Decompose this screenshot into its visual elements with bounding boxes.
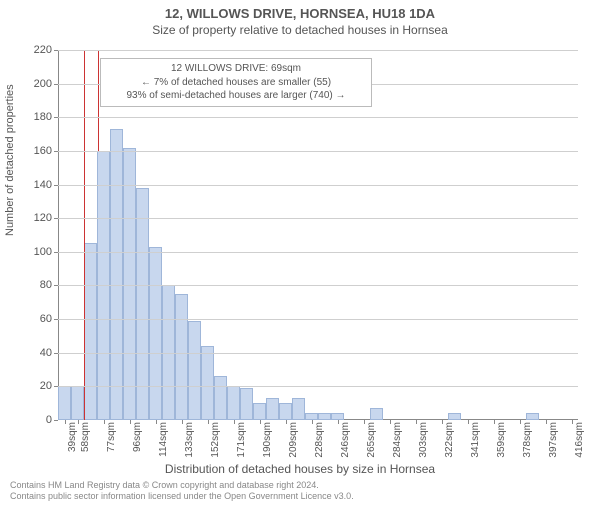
ytick-mark <box>54 84 58 85</box>
histogram-bar <box>331 413 344 420</box>
xtick-mark <box>104 420 105 424</box>
chart-area: 02040608010012014016018020022039sqm58sqm… <box>58 50 578 420</box>
ytick-label: 180 <box>12 111 52 123</box>
xtick-mark <box>494 420 495 424</box>
histogram-bar <box>292 398 305 420</box>
ytick-label: 200 <box>12 78 52 90</box>
ytick-mark <box>54 252 58 253</box>
ytick-mark <box>54 117 58 118</box>
ytick-mark <box>54 353 58 354</box>
ytick-label: 40 <box>12 347 52 359</box>
ytick-mark <box>54 420 58 421</box>
xtick-mark <box>468 420 469 424</box>
annotation-line-1: 12 WILLOWS DRIVE: 69sqm <box>107 62 365 76</box>
page-subtitle: Size of property relative to detached ho… <box>0 23 600 37</box>
page-title: 12, WILLOWS DRIVE, HORNSEA, HU18 1DA <box>0 6 600 21</box>
copyright: Contains HM Land Registry data © Crown c… <box>10 480 354 502</box>
histogram-bar <box>370 408 383 420</box>
xtick-mark <box>390 420 391 424</box>
histogram-bar <box>188 321 201 420</box>
ytick-label: 140 <box>12 179 52 191</box>
xtick-mark <box>130 420 131 424</box>
histogram-bar <box>448 413 461 420</box>
histogram-bar <box>266 398 279 420</box>
histogram-bar <box>136 188 149 420</box>
gridline <box>58 151 578 152</box>
histogram-bar <box>279 403 292 420</box>
histogram-bar <box>253 403 266 420</box>
xtick-mark <box>442 420 443 424</box>
gridline <box>58 218 578 219</box>
gridline <box>58 285 578 286</box>
xtick-mark <box>78 420 79 424</box>
ytick-label: 60 <box>12 313 52 325</box>
xtick-mark <box>338 420 339 424</box>
ytick-mark <box>54 185 58 186</box>
xtick-mark <box>364 420 365 424</box>
histogram-bar <box>318 413 331 420</box>
ytick-label: 160 <box>12 145 52 157</box>
x-axis-label: Distribution of detached houses by size … <box>0 462 600 476</box>
histogram-bar <box>214 376 227 420</box>
ytick-mark <box>54 319 58 320</box>
histogram-bar <box>305 413 318 420</box>
histogram-bar <box>58 386 71 420</box>
ytick-label: 80 <box>12 279 52 291</box>
ytick-mark <box>54 151 58 152</box>
histogram-bar <box>526 413 539 420</box>
gridline <box>58 117 578 118</box>
histogram-bar <box>201 346 214 420</box>
xtick-mark <box>572 420 573 424</box>
xtick-mark <box>234 420 235 424</box>
xtick-mark <box>260 420 261 424</box>
ytick-mark <box>54 50 58 51</box>
xtick-mark <box>416 420 417 424</box>
annotation-box: 12 WILLOWS DRIVE: 69sqm ← 7% of detached… <box>100 58 372 107</box>
copyright-line-1: Contains HM Land Registry data © Crown c… <box>10 480 354 491</box>
histogram-bar <box>149 247 162 420</box>
ytick-mark <box>54 218 58 219</box>
annotation-line-2: ← 7% of detached houses are smaller (55) <box>107 76 365 90</box>
gridline <box>58 185 578 186</box>
xtick-mark <box>312 420 313 424</box>
xtick-mark <box>208 420 209 424</box>
gridline <box>58 353 578 354</box>
xtick-mark <box>286 420 287 424</box>
gridline <box>58 252 578 253</box>
histogram-bar <box>240 388 253 420</box>
histogram-bar <box>227 386 240 420</box>
gridline <box>58 386 578 387</box>
ytick-label: 100 <box>12 246 52 258</box>
ytick-mark <box>54 386 58 387</box>
ytick-label: 0 <box>12 414 52 426</box>
histogram-bar <box>110 129 123 420</box>
xtick-mark <box>520 420 521 424</box>
copyright-line-2: Contains public sector information licen… <box>10 491 354 502</box>
ytick-label: 120 <box>12 212 52 224</box>
xtick-mark <box>182 420 183 424</box>
histogram-bar <box>175 294 188 420</box>
xtick-mark <box>546 420 547 424</box>
ytick-label: 20 <box>12 380 52 392</box>
annotation-line-3: 93% of semi-detached houses are larger (… <box>107 89 365 103</box>
gridline <box>58 319 578 320</box>
histogram-bar <box>123 148 136 420</box>
ytick-label: 220 <box>12 44 52 56</box>
xtick-mark <box>65 420 66 424</box>
xtick-mark <box>156 420 157 424</box>
ytick-mark <box>54 285 58 286</box>
histogram-bar <box>71 386 84 420</box>
gridline <box>58 50 578 51</box>
